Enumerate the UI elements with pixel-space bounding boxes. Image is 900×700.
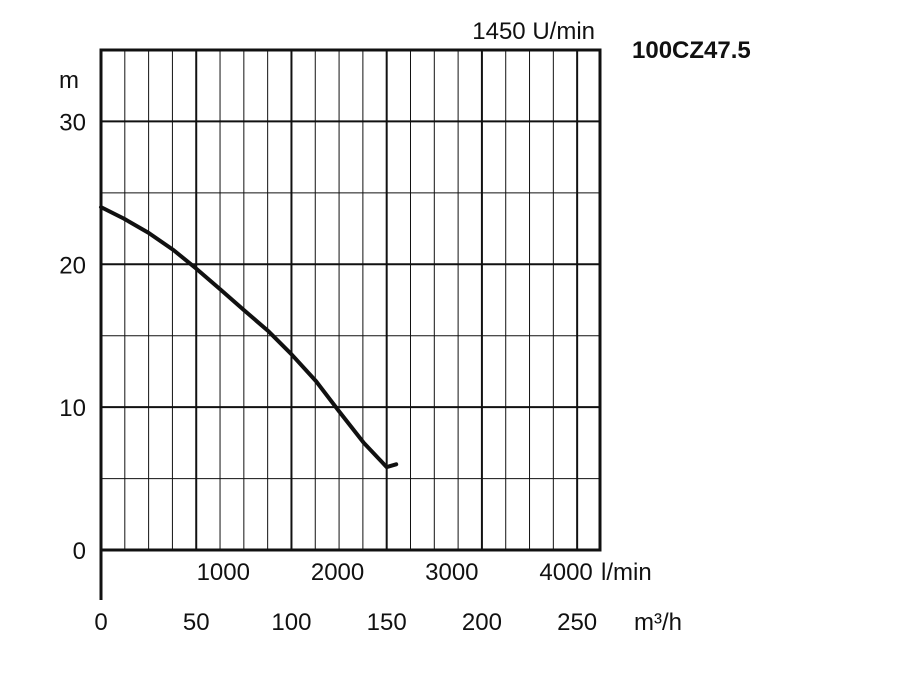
grid: [101, 50, 600, 550]
m3h-tick-label: 150: [367, 609, 407, 636]
m3h-tick-label: 250: [557, 609, 597, 636]
m3h-tick-label: 50: [183, 609, 210, 636]
lmin-tick-label: 4000: [539, 559, 592, 586]
lmin-tick-label: 2000: [311, 559, 364, 586]
lmin-tick-labels: 1000 2000 3000 4000: [197, 559, 593, 586]
model-name: 100CZ47.5: [632, 37, 751, 64]
m3h-tick-label: 200: [462, 609, 502, 636]
lmin-tick-label: 3000: [425, 559, 478, 586]
y-tick-label: 20: [59, 252, 86, 279]
lmin-unit-label: l/min: [601, 559, 652, 586]
m3h-tick-label: 0: [94, 609, 107, 636]
head-flow-curve: [99, 205, 399, 470]
speed-title: 1450 U/min: [472, 18, 595, 45]
m3h-tick-labels: 0 50 100 150 200 250: [94, 609, 597, 636]
y-tick-labels: 0 10 20 30: [59, 109, 86, 565]
y-tick-label: 30: [59, 109, 86, 136]
y-axis-label: m: [59, 67, 79, 94]
y-tick-label: 10: [59, 395, 86, 422]
m3h-unit-label: m³/h: [634, 609, 682, 636]
m3h-tick-label: 100: [271, 609, 311, 636]
lmin-tick-label: 1000: [197, 559, 250, 586]
plot-frame: [99, 48, 602, 552]
y-tick-label: 0: [73, 538, 86, 565]
